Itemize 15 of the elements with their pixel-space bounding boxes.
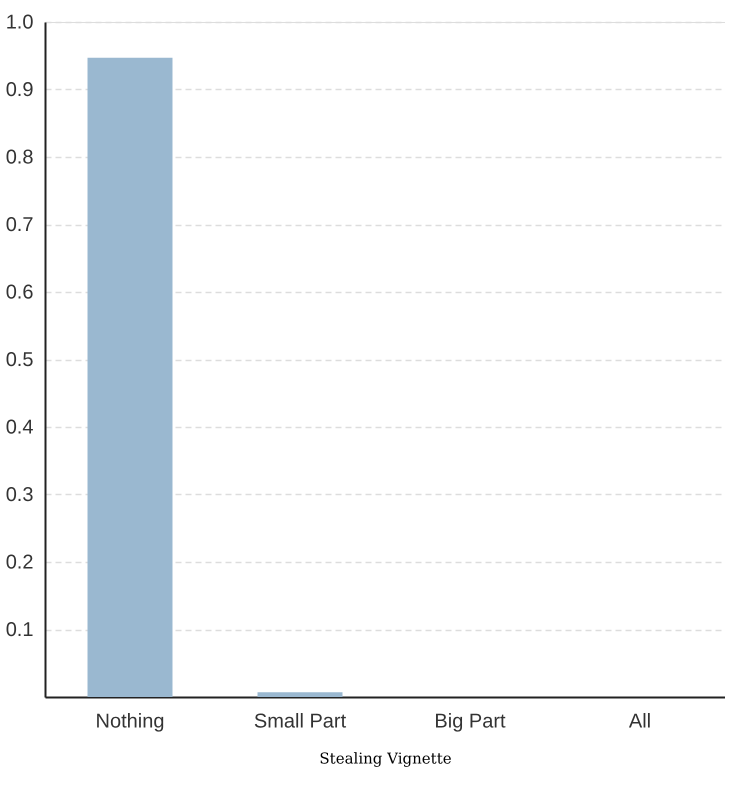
y-tick-label: 0.5: [6, 349, 34, 371]
x-tick-label: All: [628, 710, 652, 732]
x-tick-label: Small Part: [254, 710, 347, 732]
y-tick-label: 0.7: [6, 214, 34, 236]
x-axis-title: Stealing Vignette: [319, 750, 452, 768]
y-tick-label: 0.1: [6, 619, 34, 641]
y-tick-label: 0.2: [6, 552, 34, 574]
x-tick-label: Big Part: [434, 710, 506, 732]
y-tick-label: 0.8: [6, 146, 34, 168]
y-tick-label: 0.6: [6, 282, 34, 304]
y-tick-label: 0.9: [6, 79, 34, 101]
y-tick-label: 0.4: [6, 416, 34, 438]
y-tick-label: 0.3: [6, 484, 34, 506]
y-tick-label: 1.0: [6, 12, 34, 34]
x-tick-label: Nothing: [96, 710, 164, 732]
